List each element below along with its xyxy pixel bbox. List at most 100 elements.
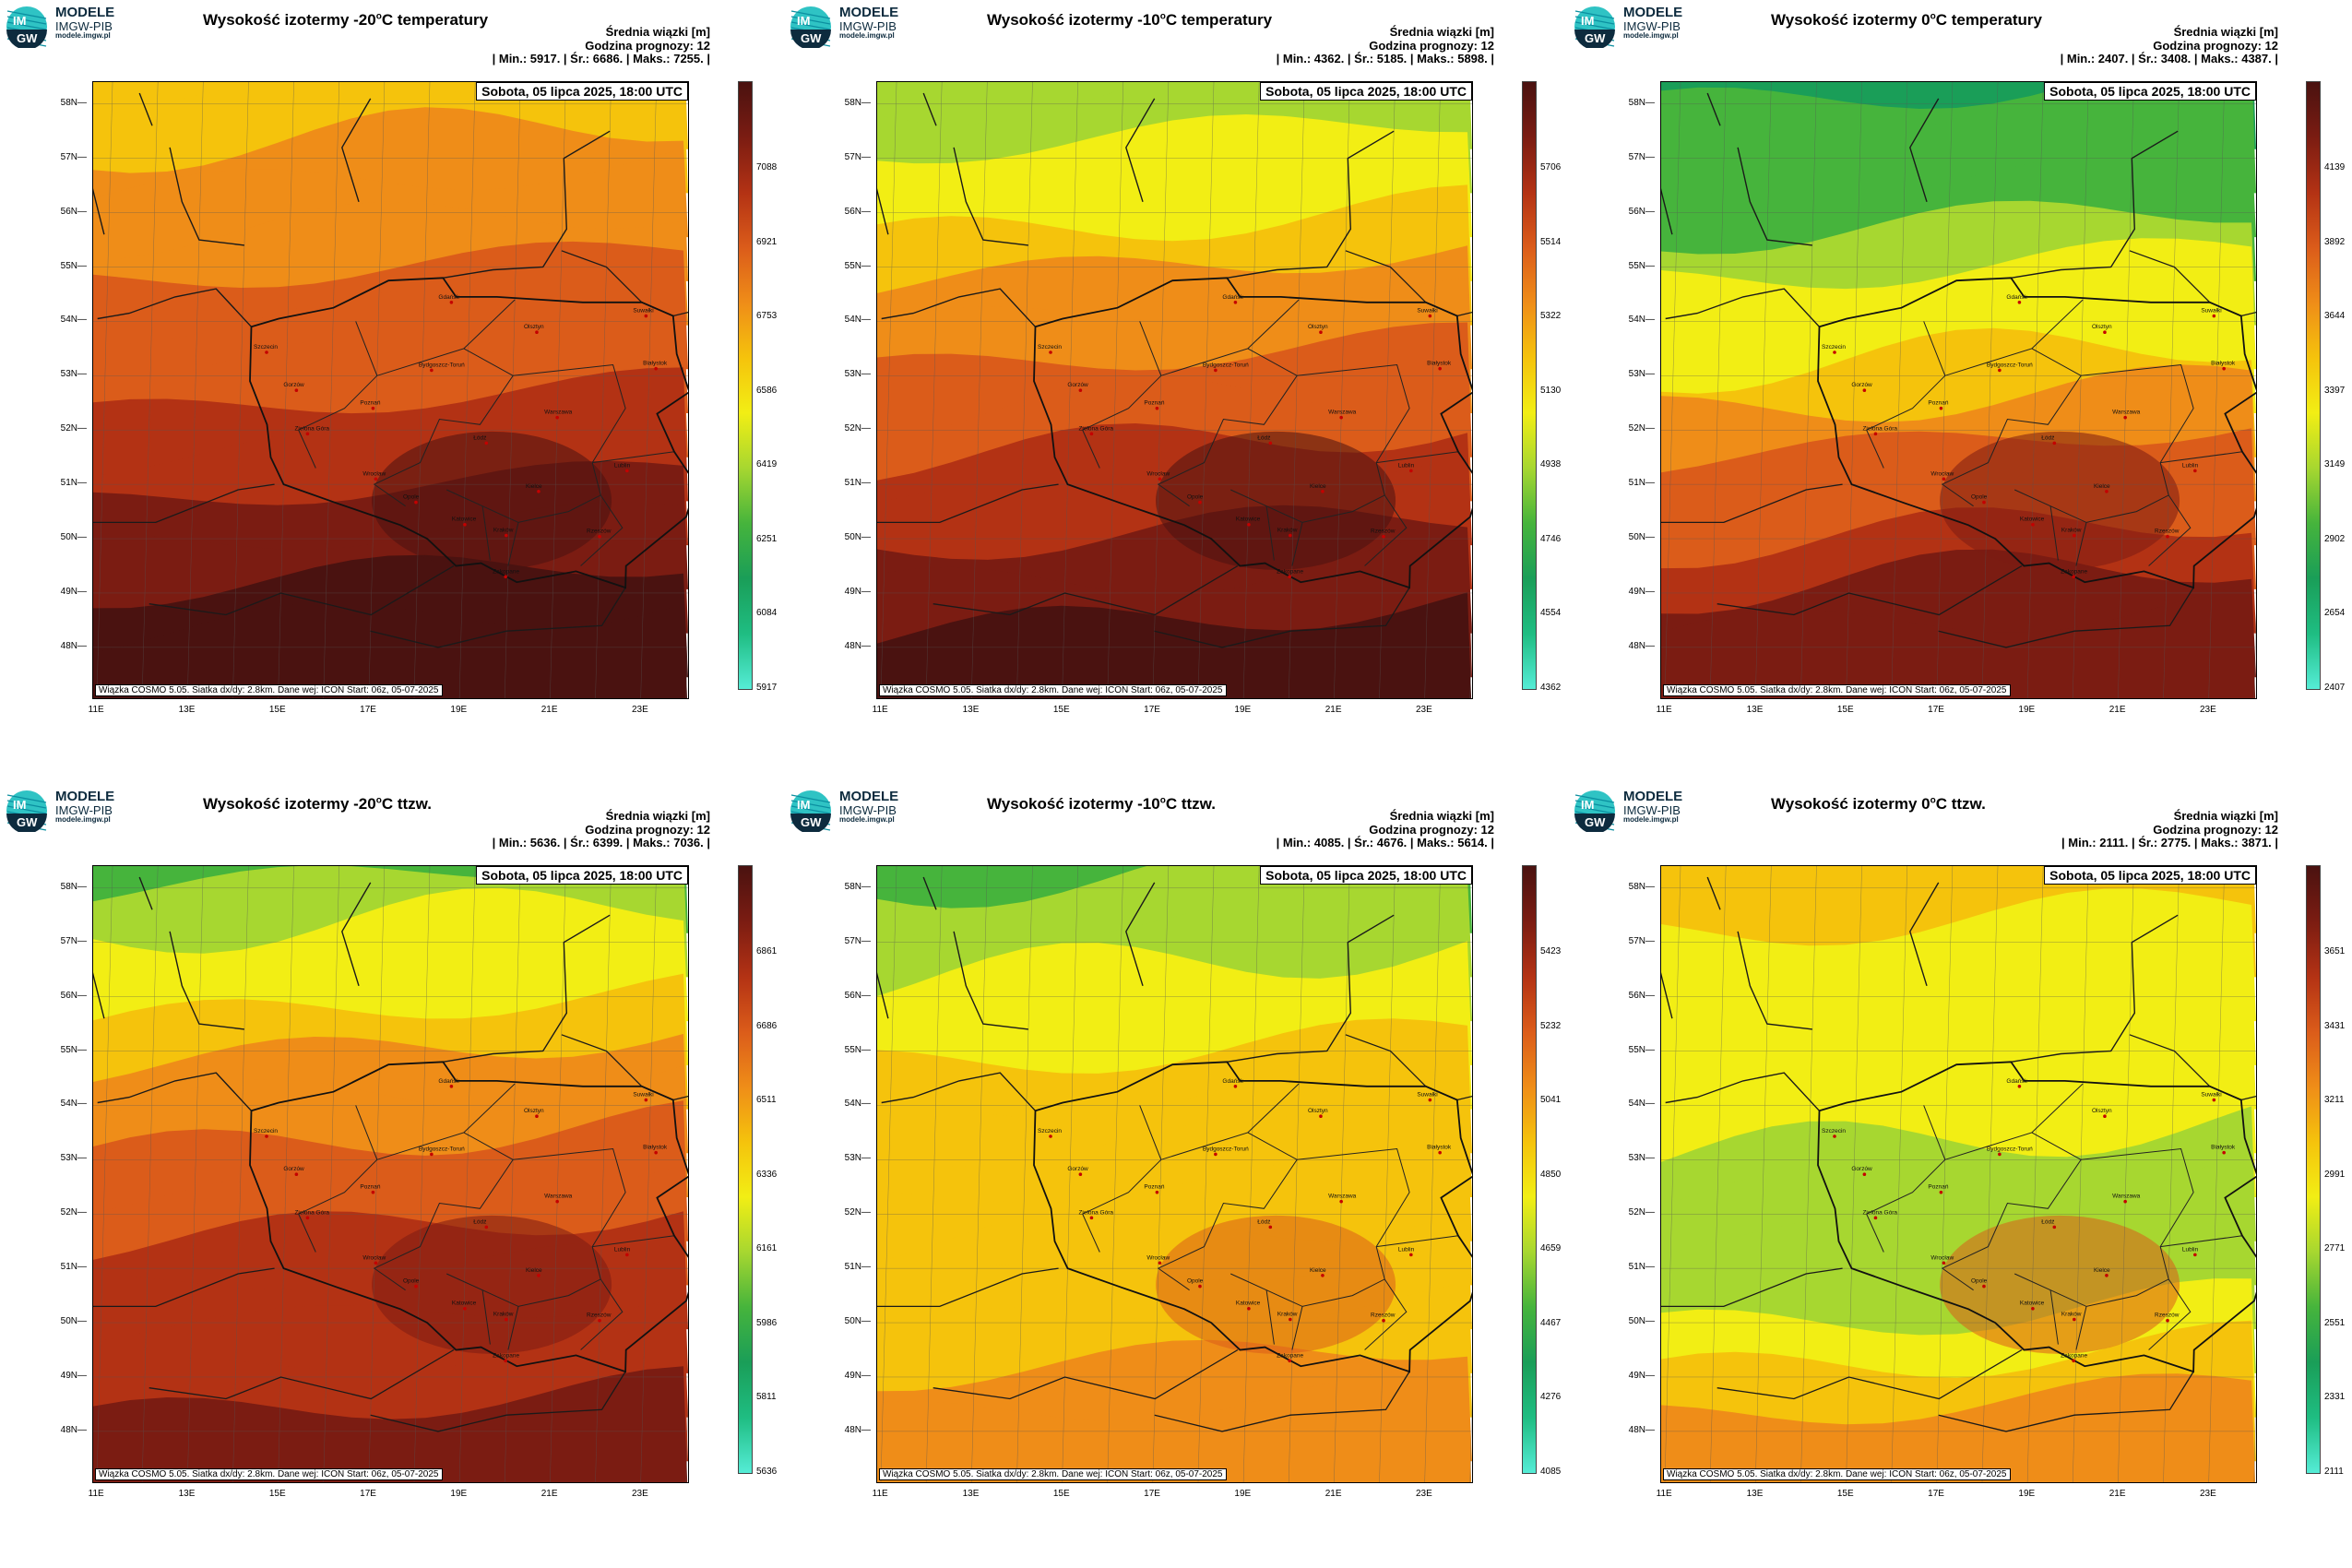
city-marker xyxy=(1089,1216,1094,1220)
city-label: Wrocław xyxy=(1146,470,1170,477)
city-marker xyxy=(1873,1216,1878,1220)
lon-label: 17E xyxy=(360,1489,376,1499)
country-border xyxy=(148,1348,455,1400)
country-border xyxy=(1716,564,2023,616)
city-label: Suwałki xyxy=(2201,308,2221,315)
city-label: Gdańsk xyxy=(2006,294,2027,301)
lat-label: 56N— xyxy=(1628,206,1655,217)
field-band xyxy=(1661,584,2256,698)
lon-label: 13E xyxy=(962,1489,980,1499)
lon-label: 19E xyxy=(450,705,468,715)
city-marker xyxy=(1078,1172,1083,1177)
city-marker xyxy=(535,1114,539,1118)
map-area[interactable]: Gdańsk Olsztyn Suwałki Białystok Szczecin Byd… xyxy=(1660,865,2257,1483)
field-maximum-area xyxy=(1156,431,1396,570)
city-label: Opole xyxy=(1187,1278,1204,1285)
city-marker xyxy=(2222,366,2226,371)
colorbar-tick: 5423 xyxy=(1540,946,1562,956)
country-border xyxy=(1661,1267,1843,1308)
country-border xyxy=(672,1095,688,1101)
colorbar-tick: 4467 xyxy=(1540,1317,1562,1328)
city-label: Kraków xyxy=(1277,1312,1298,1318)
lon-label: 15E xyxy=(1836,705,1854,715)
lat-label: 49N— xyxy=(1628,586,1655,597)
colorbar-tick: 4659 xyxy=(1540,1243,1562,1254)
province-border xyxy=(2148,494,2192,566)
province-border xyxy=(2049,1289,2059,1345)
field-maximum-area xyxy=(1940,1215,2180,1354)
city-marker xyxy=(1155,406,1159,410)
colorbar-tick: 2771 xyxy=(2324,1243,2346,1254)
map-area[interactable]: Gdańsk Olsztyn Suwałki Białystok Szczecin Byd… xyxy=(876,865,1473,1483)
city-label: Kraków xyxy=(1277,528,1298,534)
city-marker xyxy=(2103,330,2107,335)
brand-url: modele.imgw.pl xyxy=(1623,815,1679,825)
svg-text:IM: IM xyxy=(1581,798,1594,812)
city-marker xyxy=(1438,366,1442,371)
province-border xyxy=(373,348,514,507)
lat-label: 54N— xyxy=(1628,315,1655,326)
colorbar-tick: 4850 xyxy=(1540,1169,1562,1180)
city-marker xyxy=(505,1317,508,1322)
coastline xyxy=(1661,188,1673,235)
colorbar-tick: 5514 xyxy=(1540,236,1562,247)
colorbar-tick: 3892 xyxy=(2324,236,2346,247)
city-label: Szczecin xyxy=(1038,344,1062,350)
lat-label: 51N— xyxy=(1628,478,1655,489)
imgw-logo: IM GW xyxy=(790,790,832,834)
province-border xyxy=(1291,1306,1303,1350)
coastline xyxy=(881,288,1037,327)
province-border xyxy=(481,1289,491,1345)
province-border xyxy=(2031,299,2084,350)
lon-label: 17E xyxy=(360,705,376,715)
map-area[interactable]: Gdańsk Olsztyn Suwałki Białystok Szczecin Byd… xyxy=(1660,81,2257,699)
city-marker xyxy=(2017,301,2022,304)
city-marker xyxy=(1862,1172,1867,1177)
province-border xyxy=(1082,1105,1162,1253)
coastline xyxy=(1227,130,1395,279)
city-marker xyxy=(1438,1150,1442,1155)
info-block: Średnia wiązki [m] Godzina prognozy: 12 | … xyxy=(2061,25,2278,66)
map-area[interactable]: Gdańsk Olsztyn Suwałki Białystok Szczecin Byd… xyxy=(876,81,1473,699)
map-area[interactable]: Gdańsk Olsztyn Suwałki Białystok Szczecin Byd… xyxy=(92,81,689,699)
city-marker xyxy=(1289,1317,1292,1322)
city-marker xyxy=(1862,388,1867,393)
province-border xyxy=(1941,1132,2082,1291)
city-label: Olsztyn xyxy=(1308,324,1328,330)
city-label: Suwałki xyxy=(2201,1092,2221,1099)
height-field: Gdańsk Olsztyn Suwałki Białystok Szczecin Byd… xyxy=(877,82,1472,698)
height-field: Gdańsk Olsztyn Suwałki Białystok Szczecin Byd… xyxy=(877,866,1472,1482)
lon-label: 21E xyxy=(1324,705,1342,715)
lon-label: 15E xyxy=(1836,1489,1854,1499)
city-label: Katowice xyxy=(1236,517,1261,523)
province-border xyxy=(2160,1235,2243,1248)
poland-border xyxy=(1033,1061,1472,1373)
city-marker xyxy=(414,1284,418,1289)
city-label: Wrocław xyxy=(1930,470,1954,477)
city-marker xyxy=(1158,477,1162,481)
valid-date: Sobota, 05 lipca 2025, 18:00 UTC xyxy=(2044,866,2256,885)
city-marker xyxy=(430,368,434,373)
forecast-hour: Godzina prognozy: 12 xyxy=(2153,822,2278,837)
brand-name: MODELE xyxy=(55,5,115,20)
lat-label: 51N— xyxy=(60,1262,87,1273)
city-marker xyxy=(2103,1114,2107,1118)
lat-label: 57N— xyxy=(844,151,871,162)
city-marker xyxy=(2017,1085,2022,1088)
coastline xyxy=(1125,98,1156,203)
colorbar-tick: 6084 xyxy=(756,608,778,619)
city-marker xyxy=(1428,314,1432,318)
brand-block: MODELE IMGW-PIB modele.imgw.pl xyxy=(839,790,898,825)
province-border xyxy=(1376,451,1459,464)
city-marker xyxy=(2193,1253,2197,1257)
city-label: Łódź xyxy=(2041,1218,2054,1225)
brand-name: MODELE xyxy=(1623,5,1683,20)
colorbar-tick: 3644 xyxy=(2324,311,2346,322)
subtitle: Średnia wiązki [m] xyxy=(605,809,710,823)
city-marker xyxy=(2031,1306,2035,1311)
city-label: Lublin xyxy=(2182,462,2199,469)
map-area[interactable]: Gdańsk Olsztyn Suwałki Białystok Szczecin Byd… xyxy=(92,865,689,1483)
city-label: Kielce xyxy=(1310,1267,1326,1274)
city-marker xyxy=(1409,1253,1413,1257)
svg-text:IM: IM xyxy=(13,798,26,812)
